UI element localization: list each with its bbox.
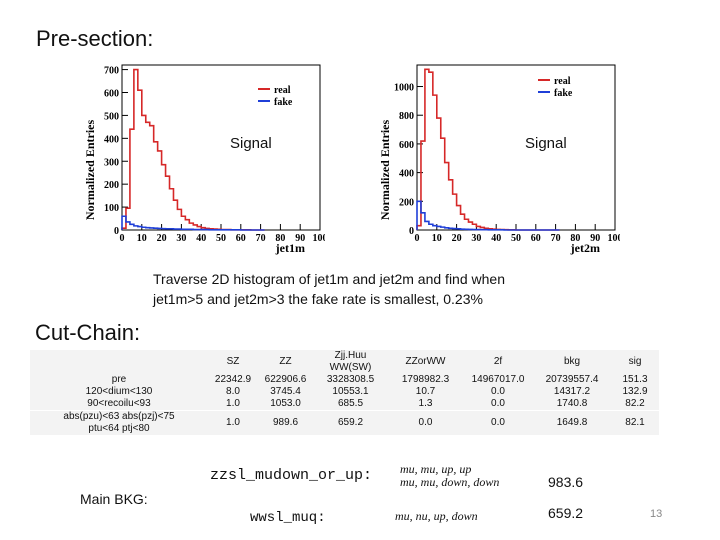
legend-fake-label: fake	[274, 97, 293, 108]
x-tick-label: 50	[216, 233, 226, 244]
x-tick-label: 60	[236, 233, 246, 244]
table-row: 120<dium<130 8.0 3745.4 10553.1 10.7 0.0…	[30, 386, 659, 398]
x-tick-label: 90	[590, 233, 600, 244]
x-tick-label: 20	[157, 233, 167, 244]
signal-label-1: Signal	[230, 135, 272, 152]
signal-label-2: Signal	[525, 135, 567, 152]
bkg2-formula: mu, nu, up, down	[395, 509, 478, 523]
bkg1-formula: mu, mu, up, up mu, mu, down, down	[400, 462, 500, 489]
y-axis-label: Normalized Entries	[83, 120, 97, 221]
x-tick-label: 80	[275, 233, 285, 244]
x-axis-label: jet2m	[570, 241, 600, 255]
legend-real-label: real	[554, 76, 571, 87]
bkg2-value: 659.2	[548, 505, 584, 521]
jet1m-histogram: Normalized Entries 010020030040050060070…	[80, 60, 325, 255]
bkg1-value: 983.6	[548, 474, 584, 490]
x-tick-label: 30	[471, 233, 481, 244]
x-tick-label: 10	[137, 233, 147, 244]
col-header: bkg	[563, 356, 581, 367]
x-tick-label: 60	[531, 233, 541, 244]
x-tick-label: 40	[491, 233, 501, 244]
y-tick-label: 500	[104, 111, 119, 122]
col-header: ZZ	[279, 356, 292, 367]
y-tick-label: 0	[114, 226, 119, 237]
cut-label: abs(pzu)<63 abs(pzj)<75 ptu<64 ptj<80	[30, 410, 208, 435]
cut-label: 90<recoilu<93	[87, 398, 151, 409]
y-tick-label: 600	[399, 140, 414, 151]
col-header: SZ	[226, 356, 240, 367]
col-header: sig	[628, 356, 642, 367]
cut-label: 120<dium<130	[85, 386, 153, 397]
x-tick-label: 20	[452, 233, 462, 244]
plot-frame	[416, 64, 616, 231]
y-tick-label: 600	[104, 89, 119, 100]
page-number: 13	[650, 508, 663, 520]
y-tick-label: 1000	[394, 83, 414, 94]
col-header: ZZorWW	[405, 356, 446, 367]
x-tick-label: 80	[570, 233, 580, 244]
legend: real fake	[538, 76, 573, 99]
table-row: pre 22342.9 622906.6 3328308.5 1798982.3…	[30, 374, 659, 386]
x-tick-label: 100	[313, 233, 326, 244]
col-header: Zjj.Huu WW(SW)	[329, 350, 372, 373]
jet2m-histogram: Normalized Entries 0 200 400 600 800 1000 0 10…	[375, 60, 620, 255]
x-tick-label: 0	[120, 233, 125, 244]
x-axis-label: jet1m	[275, 241, 305, 255]
x-tick-label: 0	[415, 233, 420, 244]
caption-line-1: Traverse 2D histogram of jet1m and jet2m…	[153, 271, 505, 287]
legend-real-label: real	[274, 85, 291, 96]
y-tick-label: 100	[104, 203, 119, 214]
series-fake-line	[416, 200, 560, 231]
bkg2-name: wwsl_muq:	[250, 510, 326, 526]
cut-label: pre	[111, 374, 127, 385]
bkg1-name: zzsl_mudown_or_up:	[210, 467, 373, 484]
x-tick-label: 100	[608, 233, 621, 244]
legend-fake-label: fake	[554, 88, 573, 99]
header-row: SZ ZZ Zjj.Huu WW(SW) ZZorWW 2f bkg sig	[30, 350, 659, 374]
y-tick-label: 400	[399, 169, 414, 180]
x-tick-label: 70	[256, 233, 266, 244]
legend: real fake	[258, 85, 293, 108]
presection-title: Pre-section:	[36, 26, 154, 51]
x-tick-label: 30	[176, 233, 186, 244]
y-tick-label: 300	[104, 157, 119, 168]
caption-line-2: jet1m>5 and jet2m>3 the fake rate is sma…	[153, 291, 483, 307]
caption: Traverse 2D histogram of jet1m and jet2m…	[153, 269, 505, 309]
cut-chain-table: SZ ZZ Zjj.Huu WW(SW) ZZorWW 2f bkg sig pr…	[30, 350, 659, 435]
y-tick-label: 0	[409, 226, 414, 237]
main-bkg-label: Main BKG:	[80, 491, 148, 507]
table-row: abs(pzu)<63 abs(pzj)<75 ptu<64 ptj<80 1.0…	[30, 410, 659, 435]
col-header: 2f	[493, 356, 503, 367]
x-tick-label: 10	[432, 233, 442, 244]
x-tick-label: 70	[551, 233, 561, 244]
table-row: 90<recoilu<93 1.0 1053.0 685.5 1.3 0.0 1…	[30, 398, 659, 411]
y-axis-label: Normalized Entries	[378, 120, 392, 221]
y-tick-label: 400	[104, 134, 119, 145]
cutchain-title: Cut-Chain:	[35, 320, 141, 345]
y-tick-label: 200	[399, 197, 414, 208]
y-tick-label: 700	[104, 66, 119, 77]
y-tick-label: 800	[399, 111, 414, 122]
x-tick-label: 90	[295, 233, 305, 244]
series-fake-line	[121, 215, 265, 231]
x-tick-label: 50	[511, 233, 521, 244]
y-tick-label: 200	[104, 180, 119, 191]
x-tick-label: 40	[196, 233, 206, 244]
